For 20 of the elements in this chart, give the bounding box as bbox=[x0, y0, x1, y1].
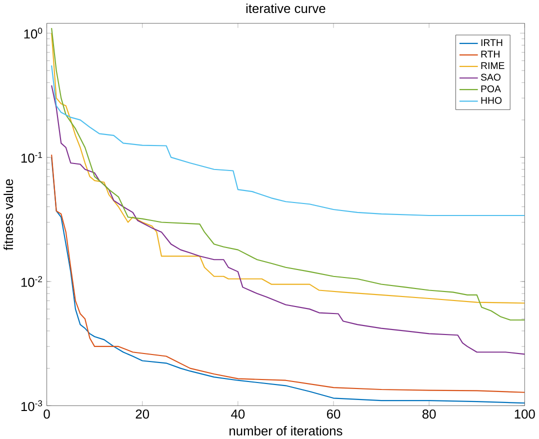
x-axis-title: number of iterations bbox=[230, 426, 342, 436]
y-axis-title: fitness value bbox=[4, 179, 14, 250]
y-tick-label: 10$^{-2}$ bbox=[21, 276, 42, 287]
y-tick-label: 10$^{-1}$ bbox=[21, 152, 42, 163]
line-series bbox=[51, 84, 525, 355]
y-tick-label: 10$^{-3}$ bbox=[21, 400, 42, 412]
legend-label: IRTH bbox=[481, 39, 502, 46]
legend-label: RTH bbox=[481, 50, 500, 58]
x-tick-label: 40 bbox=[231, 409, 245, 419]
legend-label: HHO bbox=[481, 96, 502, 104]
y-tick-label: 10$^{0}$ bbox=[24, 28, 42, 39]
x-tick-label: 20 bbox=[136, 409, 150, 419]
chart-title: iterative curve bbox=[246, 4, 326, 14]
x-tick-label: 100 bbox=[514, 409, 535, 419]
legend-label: POA bbox=[481, 85, 501, 92]
x-tick-label: 60 bbox=[326, 409, 340, 419]
x-tick-label: 80 bbox=[422, 409, 436, 419]
legend-label: SAO bbox=[480, 74, 501, 81]
x-tick-label: 0 bbox=[44, 409, 50, 419]
legend-label: RIME bbox=[481, 62, 504, 69]
